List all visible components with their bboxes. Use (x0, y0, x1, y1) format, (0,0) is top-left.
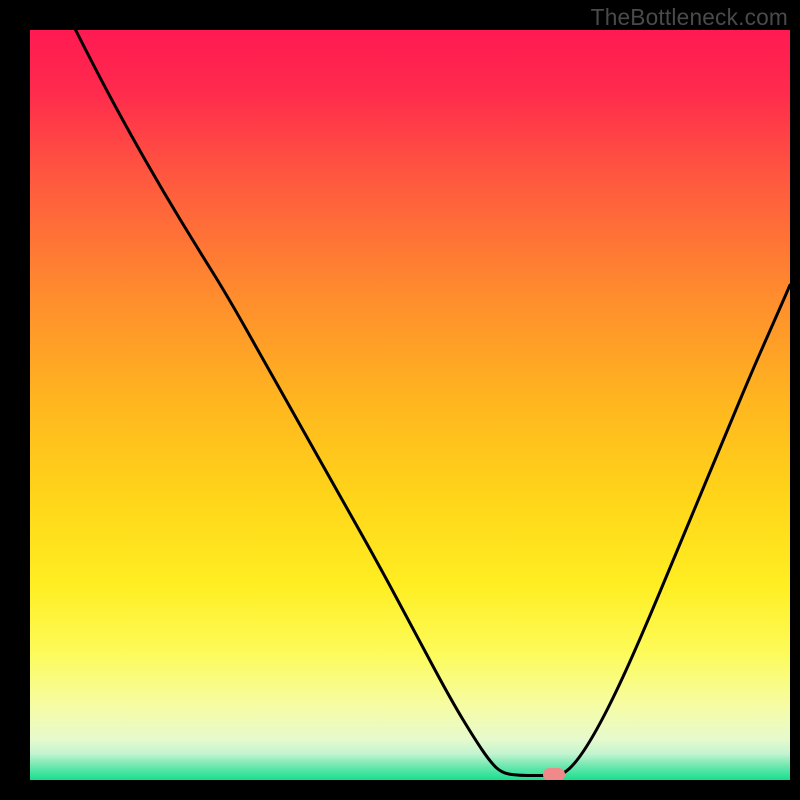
watermark-text: TheBottleneck.com (591, 4, 788, 31)
plot-area (30, 30, 790, 780)
bottleneck-curve (30, 30, 790, 780)
optimal-point-marker (543, 768, 565, 780)
frame-border-right (790, 0, 800, 800)
frame-border-left (0, 0, 30, 800)
frame-border-bottom (0, 780, 800, 800)
bottleneck-curve-path (76, 30, 790, 776)
